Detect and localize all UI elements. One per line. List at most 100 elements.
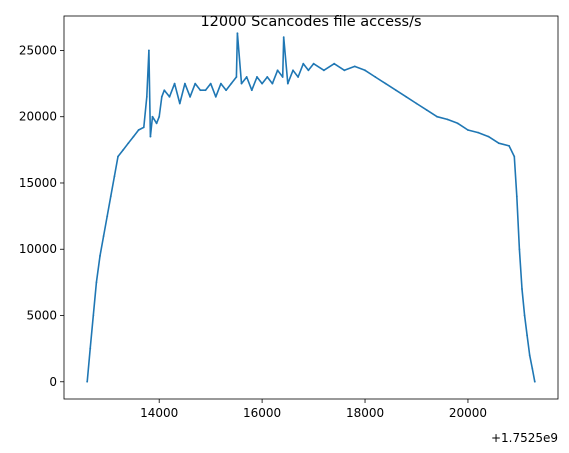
- data-point: [158, 115, 161, 118]
- data-point: [204, 89, 207, 92]
- data-point: [405, 95, 408, 98]
- x-offset-label: +1.7525e9: [491, 431, 558, 445]
- y-axis: 0 5000 10000 15000 20000 25000: [19, 43, 64, 389]
- data-point: [149, 135, 152, 138]
- data-point: [151, 115, 154, 118]
- data-point: [282, 36, 285, 39]
- data-point: [518, 248, 521, 251]
- data-point: [113, 175, 116, 178]
- data-point: [364, 69, 366, 72]
- data-point: [189, 95, 191, 98]
- x-tick-label: 18000: [346, 406, 384, 420]
- data-point: [194, 82, 197, 85]
- data-point: [256, 76, 258, 78]
- data-point: [286, 82, 289, 85]
- data-point: [467, 129, 469, 131]
- data-point: [173, 82, 176, 85]
- data-point: [122, 148, 125, 151]
- data-point: [477, 131, 480, 134]
- data-point: [312, 62, 315, 65]
- data-point: [199, 89, 202, 92]
- data-point: [271, 82, 274, 85]
- data-point: [343, 69, 346, 72]
- y-tick-label: 20000: [19, 110, 57, 124]
- series-line: [86, 32, 536, 382]
- x-axis: 14000 16000 18000 20000: [140, 399, 487, 420]
- data-point: [508, 144, 511, 147]
- y-tick-label: 15000: [19, 176, 57, 190]
- data-point: [95, 281, 98, 284]
- data-point: [89, 347, 92, 350]
- data-point: [184, 82, 186, 85]
- data-point: [497, 142, 500, 145]
- data-point: [102, 235, 105, 237]
- chart-title: 12000 Scancodes file access/s: [200, 14, 421, 30]
- data-point: [145, 95, 148, 98]
- data-point: [436, 115, 438, 118]
- data-point: [168, 95, 171, 98]
- data-point: [92, 314, 95, 317]
- data-point: [214, 95, 217, 98]
- data-point: [261, 82, 264, 85]
- data-point: [148, 49, 150, 52]
- data-point: [281, 76, 284, 78]
- data-point: [384, 82, 387, 85]
- data-point: [523, 314, 526, 317]
- data-point: [515, 195, 518, 198]
- data-point: [245, 76, 248, 78]
- data-point: [528, 354, 531, 357]
- data-point: [446, 118, 449, 121]
- data-point: [374, 76, 377, 78]
- data-point: [163, 89, 166, 92]
- data-point: [297, 76, 300, 78]
- data-point: [86, 380, 89, 383]
- data-point: [225, 89, 227, 92]
- x-tick-label: 20000: [449, 406, 487, 420]
- data-point: [322, 69, 325, 72]
- data-point: [142, 126, 145, 129]
- data-point: [292, 69, 294, 72]
- data-point: [276, 69, 279, 72]
- data-point: [526, 334, 529, 337]
- data-point: [235, 76, 238, 78]
- data-point: [160, 95, 163, 98]
- data-point: [137, 129, 140, 131]
- data-point: [250, 89, 253, 92]
- data-point: [240, 82, 243, 85]
- data-point: [209, 82, 212, 85]
- data-point: [109, 195, 112, 198]
- data-point: [531, 367, 534, 370]
- data-point: [425, 109, 428, 111]
- data-point: [353, 65, 356, 68]
- data-point: [456, 122, 459, 125]
- data-point: [117, 155, 119, 158]
- data-point: [533, 380, 536, 383]
- data-point: [521, 288, 523, 290]
- data-point: [307, 69, 310, 72]
- plot-area: [86, 32, 536, 383]
- y-tick-label: 0: [49, 375, 57, 389]
- x-tick-label: 16000: [243, 406, 281, 420]
- data-point: [236, 32, 239, 35]
- data-point: [302, 62, 305, 65]
- data-point: [99, 254, 101, 257]
- data-point: [487, 135, 490, 138]
- data-point: [178, 102, 181, 105]
- y-tick-label: 5000: [26, 309, 57, 323]
- data-point: [155, 122, 158, 125]
- y-tick-label: 25000: [19, 43, 57, 57]
- data-point: [333, 62, 336, 65]
- data-point: [415, 102, 418, 105]
- data-point: [127, 142, 130, 145]
- data-point: [266, 76, 269, 78]
- data-point: [132, 135, 135, 138]
- data-point: [395, 89, 397, 92]
- data-point: [230, 82, 233, 85]
- axes-frame: [63, 15, 559, 400]
- y-tick-label: 10000: [19, 242, 57, 256]
- data-point: [106, 215, 109, 218]
- data-point: [513, 155, 516, 158]
- data-point: [220, 82, 222, 85]
- x-tick-label: 14000: [140, 406, 178, 420]
